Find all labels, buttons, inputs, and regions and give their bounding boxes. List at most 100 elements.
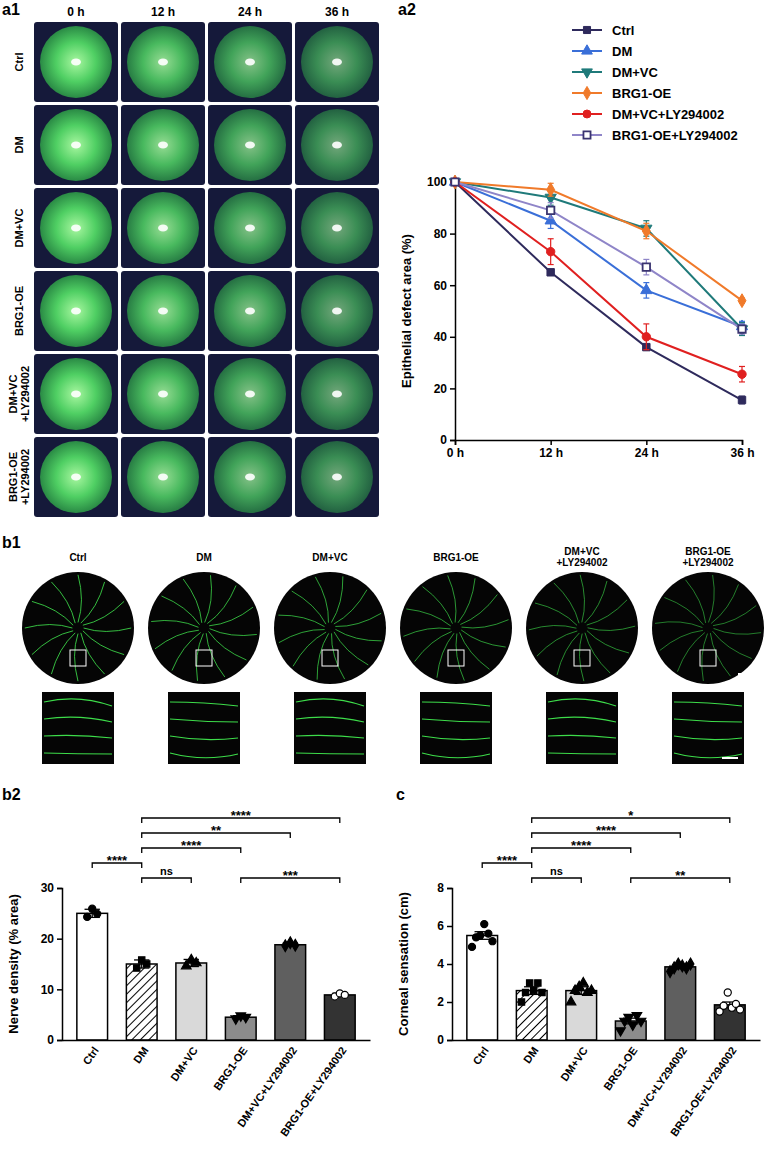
tick-mark xyxy=(447,888,452,890)
label: Ctrl xyxy=(69,552,86,563)
panel-b2: b2CtrlDMDM+VCBRG1-OEDM+VC+LY294002BRG1-O… xyxy=(2,786,371,1138)
image-nerve xyxy=(710,633,730,676)
label-group: DM+VC xyxy=(13,209,25,248)
marker xyxy=(738,370,746,378)
bracket xyxy=(532,878,582,883)
tick: DM xyxy=(131,1040,151,1065)
image-nerve xyxy=(83,601,124,625)
label: BRG1-OE+LY294002 xyxy=(682,546,734,568)
error-bar xyxy=(548,183,554,196)
legend-item: BRG1-OE+LY294002 xyxy=(572,128,738,143)
image-glint xyxy=(71,308,81,315)
image-box xyxy=(574,650,590,666)
marker xyxy=(738,325,745,332)
image-nerve xyxy=(208,631,246,660)
image-nerve xyxy=(25,625,73,628)
tick: DM xyxy=(521,1040,541,1065)
x-axis: CtrlDMDM+VCBRG1-OEDM+VC+LY294002BRG1-OE+… xyxy=(453,1040,761,1138)
image-nerve xyxy=(293,632,326,666)
marker xyxy=(547,269,554,276)
significance-label: **** xyxy=(571,838,592,853)
image-nerve xyxy=(422,702,490,706)
image-glint xyxy=(245,59,255,66)
image-eye xyxy=(40,441,112,513)
image-nerve xyxy=(557,633,579,675)
image-nerve xyxy=(44,753,112,754)
image-nerve xyxy=(170,702,238,706)
legend-label: DM xyxy=(612,44,632,59)
image-glint xyxy=(245,474,255,481)
tick-label: 24 h xyxy=(635,446,659,460)
image-nerve xyxy=(437,633,454,677)
point xyxy=(616,1028,626,1036)
tick-mark xyxy=(447,1040,452,1042)
legend-item: DM+VC xyxy=(572,65,658,80)
panel-letter: a2 xyxy=(398,1,416,18)
y-axis: 0102030 xyxy=(41,881,63,1047)
image-nerve xyxy=(422,753,490,758)
point xyxy=(687,958,694,970)
bar xyxy=(176,963,207,1040)
column-label: 0 h xyxy=(67,5,84,19)
image-eye xyxy=(301,275,373,347)
tick-label: 8 xyxy=(437,881,444,895)
image-eye xyxy=(40,109,112,181)
tick-label: BRG1-OE+LY294002 xyxy=(668,1044,739,1138)
image-nerve xyxy=(196,634,203,681)
point xyxy=(720,1002,727,1009)
bar xyxy=(467,936,498,1041)
significance-label: **** xyxy=(231,808,252,823)
image-glint xyxy=(158,391,168,398)
plot-area xyxy=(449,175,747,404)
image-cornea xyxy=(652,572,764,684)
panel-letter: c xyxy=(396,786,405,803)
tick-label: DM xyxy=(131,1044,151,1065)
point xyxy=(292,939,299,951)
point xyxy=(522,989,528,995)
image-nerve xyxy=(664,597,703,624)
image-nerve xyxy=(183,579,202,623)
image-nerve xyxy=(655,622,702,628)
image-nerve xyxy=(588,626,636,630)
marker xyxy=(546,247,554,255)
image-glint xyxy=(332,308,342,315)
panel-c: c CtrlDMDM+VCBRG1-OEDM+VC+LY294002BRG1-OE… xyxy=(396,786,761,1138)
image-nerve xyxy=(51,633,75,674)
image-cell xyxy=(34,22,118,102)
point xyxy=(134,965,140,971)
legend-label: BRG1-OE xyxy=(612,86,672,101)
image-nerve xyxy=(686,580,706,623)
image-nerve xyxy=(317,633,329,679)
legend-swatch xyxy=(582,45,593,54)
image-nerve xyxy=(708,575,714,622)
image-nerve xyxy=(170,719,238,722)
image-nerve xyxy=(535,603,577,625)
image-nerve xyxy=(713,631,752,658)
image-eye xyxy=(214,441,286,513)
tick-label: 36 h xyxy=(730,446,754,460)
image-box xyxy=(700,650,716,666)
image-nerve xyxy=(207,586,236,624)
image-nerve xyxy=(422,736,490,740)
marker xyxy=(547,183,555,197)
image-glint xyxy=(332,142,342,149)
legend-item: BRG1-OE xyxy=(572,86,672,101)
image-glint xyxy=(245,391,255,398)
scale-bar xyxy=(722,757,738,759)
label-group: BRG1-OE+LY294002 xyxy=(682,546,734,568)
image-eye xyxy=(127,358,199,430)
y-axis-title: Nerve density (% area) xyxy=(6,894,21,1033)
point xyxy=(578,977,588,985)
point xyxy=(477,932,484,939)
line xyxy=(455,182,742,326)
significance-label: **** xyxy=(497,853,518,868)
image-nerve xyxy=(278,615,324,627)
point xyxy=(518,999,524,1005)
tick-label: 0 xyxy=(437,1033,444,1047)
point xyxy=(481,921,488,928)
line xyxy=(455,182,742,301)
point xyxy=(468,943,475,950)
image-cell xyxy=(34,354,118,434)
image-nerve xyxy=(585,581,607,623)
marker xyxy=(641,284,652,294)
